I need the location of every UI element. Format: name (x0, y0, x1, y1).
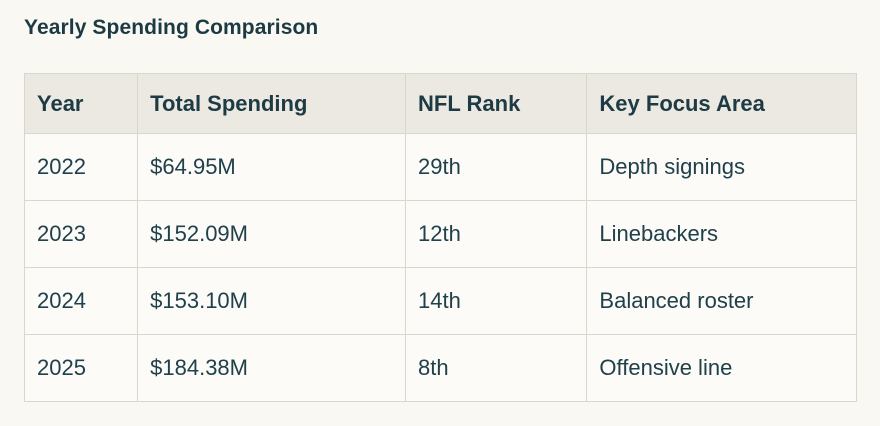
page-title: Yearly Spending Comparison (24, 16, 319, 39)
table-header: Year Total Spending NFL Rank Key Focus A… (23, 73, 857, 134)
cell-nfl-rank: 8th (405, 334, 588, 402)
cell-total-spending: $64.95M (137, 133, 407, 201)
cell-year: 2024 (23, 267, 139, 335)
cell-key-focus-area: Balanced roster (586, 267, 857, 335)
column-header-total-spending: Total Spending (137, 73, 407, 134)
cell-total-spending: $184.38M (137, 334, 407, 402)
cell-total-spending: $152.09M (137, 200, 407, 268)
cell-nfl-rank: 12th (405, 200, 588, 268)
column-header-key-focus-area: Key Focus Area (586, 73, 857, 134)
table-row: 2024 $153.10M 14th Balanced roster (23, 267, 857, 335)
table-row: 2022 $64.95M 29th Depth signings (23, 133, 857, 201)
cell-key-focus-area: Offensive line (586, 334, 857, 402)
header-row: Year Total Spending NFL Rank Key Focus A… (23, 73, 857, 134)
cell-year: 2023 (23, 200, 139, 268)
cell-year: 2025 (23, 334, 139, 402)
cell-nfl-rank: 14th (405, 267, 588, 335)
spending-comparison-table: Year Total Spending NFL Rank Key Focus A… (23, 73, 857, 402)
cell-total-spending: $153.10M (137, 267, 407, 335)
cell-year: 2022 (23, 133, 139, 201)
column-header-nfl-rank: NFL Rank (405, 73, 588, 134)
table-body: 2022 $64.95M 29th Depth signings 2023 $1… (23, 133, 857, 402)
cell-nfl-rank: 29th (405, 133, 588, 201)
table-row: 2023 $152.09M 12th Linebackers (23, 200, 857, 268)
column-header-year: Year (23, 73, 139, 134)
cell-key-focus-area: Linebackers (586, 200, 857, 268)
cell-key-focus-area: Depth signings (586, 133, 857, 201)
table-row: 2025 $184.38M 8th Offensive line (23, 334, 857, 402)
